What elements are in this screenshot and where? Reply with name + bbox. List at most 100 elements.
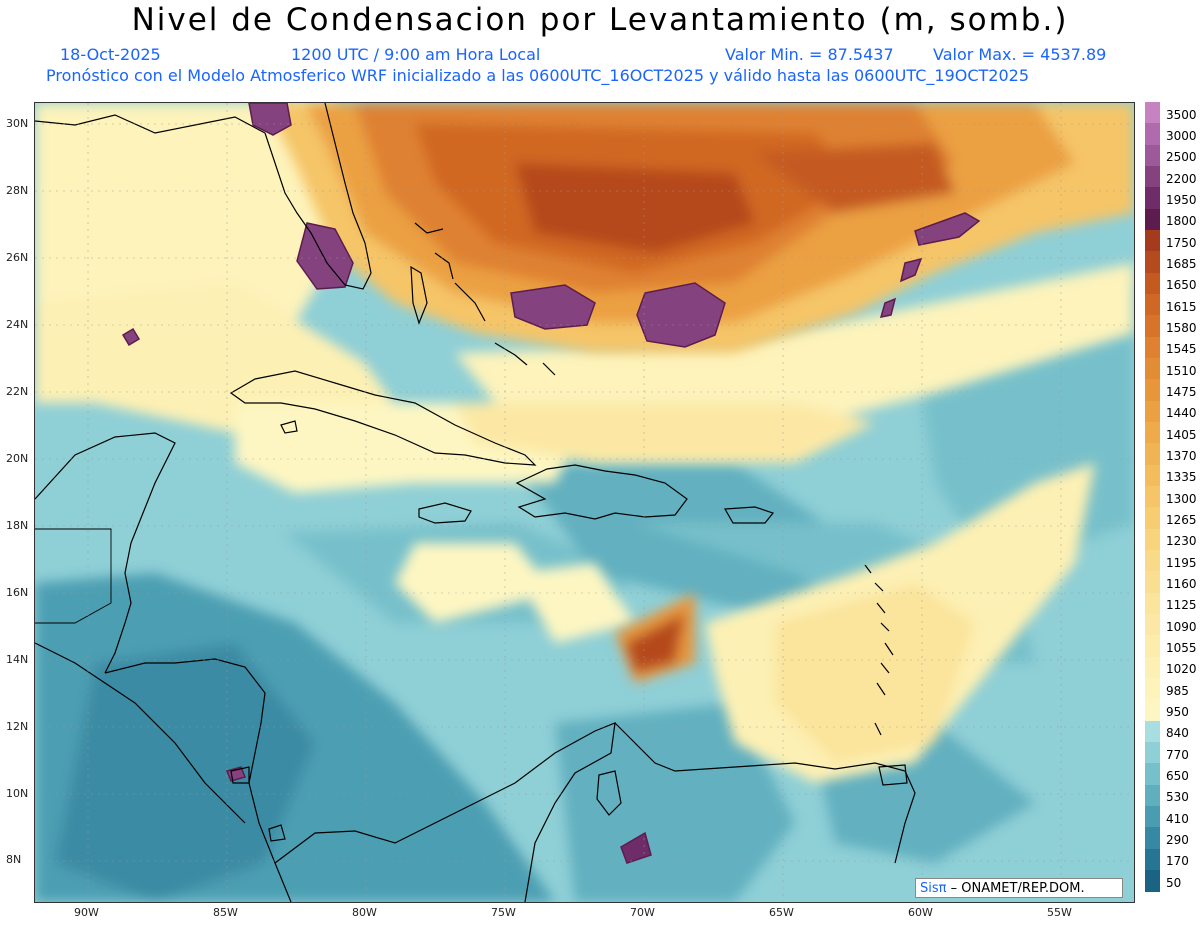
- legend-label: 1750: [1166, 235, 1197, 250]
- lon-label: 55W: [1047, 906, 1072, 919]
- lon-label: 70W: [630, 906, 655, 919]
- legend-label: 770: [1166, 747, 1189, 762]
- max-value: Valor Max. = 4537.89: [933, 45, 1107, 64]
- legend-swatch: [1145, 784, 1160, 807]
- legend-label: 1615: [1166, 299, 1197, 314]
- legend-swatch: [1145, 102, 1160, 125]
- legend-swatch: [1145, 592, 1160, 615]
- legend-label: 1335: [1166, 470, 1197, 485]
- legend-label: 1265: [1166, 513, 1197, 528]
- legend-swatch: [1145, 763, 1160, 786]
- lat-label: 24N: [6, 318, 29, 331]
- legend-label: 530: [1166, 790, 1189, 805]
- legend-swatch: [1145, 656, 1160, 679]
- legend-swatch: [1145, 464, 1160, 487]
- legend-swatch: [1145, 336, 1160, 359]
- legend-label: 1160: [1166, 577, 1197, 592]
- legend-label: 1650: [1166, 278, 1197, 293]
- legend-swatch: [1145, 251, 1160, 274]
- legend-swatch: [1145, 144, 1160, 167]
- map-panel[interactable]: [34, 102, 1135, 903]
- legend-label: 1195: [1166, 555, 1197, 570]
- legend-label: 650: [1166, 769, 1189, 784]
- legend-label: 1090: [1166, 619, 1197, 634]
- lon-label: 60W: [908, 906, 933, 919]
- legend-label: 840: [1166, 726, 1189, 741]
- forecast-date: 18-Oct-2025: [60, 45, 161, 64]
- legend-label: 1300: [1166, 491, 1197, 506]
- forecast-time: 1200 UTC / 9:00 am Hora Local: [291, 45, 541, 64]
- legend-label: 3500: [1166, 107, 1197, 122]
- legend-swatch: [1145, 528, 1160, 551]
- legend-label: 2200: [1166, 171, 1197, 186]
- legend-label: 1800: [1166, 214, 1197, 229]
- legend-swatch: [1145, 208, 1160, 231]
- legend-label: 1405: [1166, 427, 1197, 442]
- min-value: Valor Min. = 87.5437: [725, 45, 894, 64]
- lat-label: 18N: [6, 519, 29, 532]
- lon-label: 75W: [491, 906, 516, 919]
- legend-swatch: [1145, 720, 1160, 743]
- lat-label: 10N: [6, 787, 29, 800]
- legend-label: 3000: [1166, 129, 1197, 144]
- legend-label: 1055: [1166, 641, 1197, 656]
- legend-label: 1020: [1166, 662, 1197, 677]
- legend-label: 1125: [1166, 598, 1197, 613]
- legend-label: 170: [1166, 854, 1189, 869]
- legend-swatch: [1145, 742, 1160, 765]
- legend-swatch: [1145, 635, 1160, 658]
- legend-label: 985: [1166, 683, 1189, 698]
- credit-box: Sisπ – ONAMET/REP.DOM.: [915, 878, 1123, 898]
- legend-swatch: [1145, 827, 1160, 850]
- legend-label: 1545: [1166, 342, 1197, 357]
- legend-label: 1370: [1166, 449, 1197, 464]
- legend-swatch: [1145, 614, 1160, 637]
- legend-swatch: [1145, 379, 1160, 402]
- legend-swatch: [1145, 358, 1160, 381]
- legend-swatch: [1145, 848, 1160, 871]
- legend-label: 1580: [1166, 321, 1197, 336]
- lon-label: 90W: [74, 906, 99, 919]
- legend-label: 290: [1166, 833, 1189, 848]
- legend-swatch: [1145, 166, 1160, 189]
- legend-swatch: [1145, 443, 1160, 466]
- lat-label: 14N: [6, 653, 29, 666]
- lon-label: 65W: [769, 906, 794, 919]
- lon-label: 80W: [352, 906, 377, 919]
- legend-label: 1230: [1166, 534, 1197, 549]
- lcl-field-map: [35, 103, 1134, 902]
- legend-swatch: [1145, 870, 1160, 893]
- legend-swatch: [1145, 400, 1160, 423]
- lat-label: 16N: [6, 586, 29, 599]
- lat-label: 28N: [6, 184, 29, 197]
- lat-label: 22N: [6, 385, 29, 398]
- lat-label: 8N: [6, 853, 22, 866]
- lon-label: 85W: [213, 906, 238, 919]
- legend-label: 1440: [1166, 406, 1197, 421]
- legend-swatch: [1145, 550, 1160, 573]
- legend-swatch: [1145, 486, 1160, 509]
- legend-swatch: [1145, 272, 1160, 295]
- lat-label: 26N: [6, 251, 29, 264]
- legend-swatch: [1145, 294, 1160, 317]
- legend-swatch: [1145, 315, 1160, 338]
- legend-label: 1510: [1166, 363, 1197, 378]
- legend-swatch: [1145, 806, 1160, 829]
- credit-text: – ONAMET/REP.DOM.: [946, 881, 1085, 896]
- legend-label: 1950: [1166, 193, 1197, 208]
- legend-label: 950: [1166, 705, 1189, 720]
- legend-label: 1685: [1166, 257, 1197, 272]
- legend-label: 1475: [1166, 385, 1197, 400]
- legend-swatch: [1145, 123, 1160, 146]
- legend-swatch: [1145, 507, 1160, 530]
- lat-label: 30N: [6, 117, 29, 130]
- model-info: Pronóstico con el Modelo Atmosferico WRF…: [46, 66, 1030, 85]
- legend-swatch: [1145, 678, 1160, 701]
- legend-swatch: [1145, 422, 1160, 445]
- color-legend: [1145, 102, 1160, 902]
- lat-label: 20N: [6, 452, 29, 465]
- legend-label: 50: [1166, 875, 1182, 890]
- legend-label: 410: [1166, 811, 1189, 826]
- legend-swatch: [1145, 571, 1160, 594]
- legend-label: 2500: [1166, 150, 1197, 165]
